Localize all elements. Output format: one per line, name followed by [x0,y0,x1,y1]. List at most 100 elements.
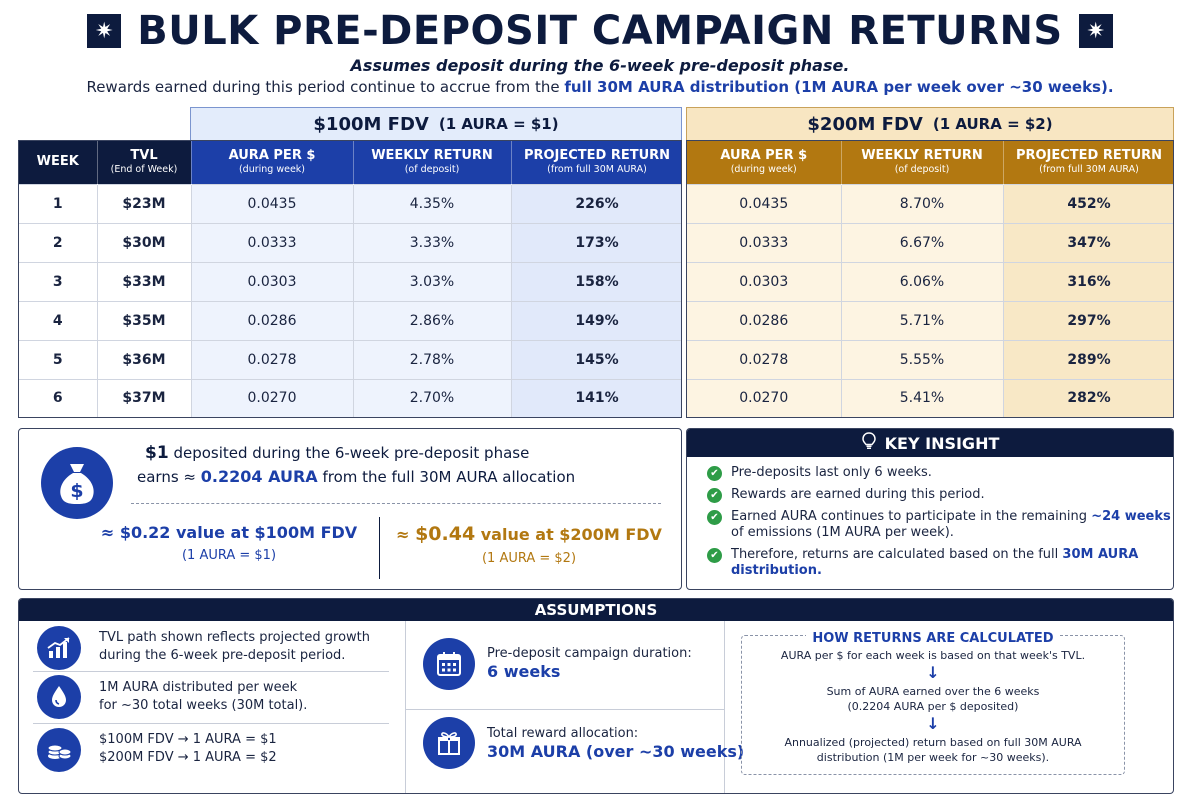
projected-return-cell: 347% [1003,222,1173,263]
value-200m-sub: (1 AURA = $2) [481,551,577,566]
weekly-return-cell: 3.33% [353,222,512,263]
arrow-down-icon: ↓ [926,714,940,733]
aura-per-dollar-cell: 0.0270 [191,378,354,417]
list-item: ✔ Earned AURA continues to participate i… [707,509,1173,541]
aura-per-dollar-cell: 0.0286 [687,300,842,341]
subtitle-2-highlight: full 30M AURA distribution (1M AURA per … [564,78,1114,96]
summary-line-2-suffix: from the full 30M AURA allocation [322,468,576,486]
projected-return-cell: 452% [1003,183,1173,224]
assumption-allocation-label: Total reward allocation: [487,726,639,741]
table-row: 4 $35M 0.0286 2.86% 149% [19,300,681,341]
week-cell: 6 [19,378,98,417]
svg-text:$: $ [70,480,83,502]
tvl-cell: $36M [97,339,192,380]
assumption-fdv-line-2: $200M FDV → 1 AURA = $2 [99,750,277,765]
projected-return-cell: 145% [511,339,681,380]
projected-return-cell: 289% [1003,339,1173,380]
insight-text: Pre-deposits last only 6 weeks. [731,465,932,480]
weekly-return-cell: 6.67% [841,222,1004,263]
arrow-down-icon: ↓ [926,663,940,682]
weekly-return-cell: 2.70% [353,378,512,417]
column-divider [405,621,406,793]
summary-line-1: $1 deposited during the 6-week pre-depos… [145,443,529,463]
projected-return-100m-header: PROJECTED RETURN (from full 30M AURA) [511,141,681,184]
weekly-return-cell: 2.78% [353,339,512,380]
weekly-return-200m-header: WEEKLY RETURN (of deposit) [841,141,1004,184]
value-200m-main: ≈ $0.44 value at $200M FDV [389,523,669,545]
projected-return-cell: 141% [511,378,681,417]
coins-icon [37,728,81,772]
fdv-100m-sub: (1 AURA = $1) [438,115,559,133]
value-at-200m: ≈ $0.44 value at $200M FDV (1 AURA = $2) [389,523,669,566]
summary-line-2-prefix: earns ≈ [137,468,196,486]
value-100m-amount: $0.22 [119,523,171,542]
aura-per-dollar-cell: 0.0278 [191,339,354,380]
assumption-duration-value: 6 weeks [487,662,561,681]
calc-step-2-line-2: (0.2204 AURA per $ deposited) [847,700,1019,713]
assumption-fdv-line-1: $100M FDV → 1 AURA = $1 [99,732,277,747]
value-200m-amount: $0.44 [415,523,476,545]
assumption-tvl-line-1: TVL path shown reflects projected growth [99,630,370,645]
key-insight-list: ✔ Pre-deposits last only 6 weeks. ✔ Rewa… [687,457,1173,579]
table-row: 6 $37M 0.0270 2.70% 141% [19,378,681,417]
calc-title: HOW RETURNS ARE CALCULATED [806,631,1060,646]
tvl-cell: $33M [97,261,192,302]
page-subtitle-2: Rewards earned during this period contin… [0,78,1200,96]
table-row: 3 $33M 0.0303 3.03% 158% [19,261,681,302]
assumption-tvl: TVL path shown reflects projected growth… [99,629,370,665]
aura-per-dollar-200m-header: AURA PER $ (during week) [687,141,842,184]
fdv-200m-label: $200M FDV [807,113,923,135]
weekly-return-cell: 8.70% [841,183,1004,224]
fdv-100m-label: $100M FDV [313,113,429,135]
table-row: 0.0435 8.70% 452% [687,183,1173,224]
insight-text: of emissions (1M AURA per week). [731,525,954,540]
weekly-return-cell: 3.03% [353,261,512,302]
tvl-cell: $35M [97,300,192,341]
table-row: 0.0333 6.67% 347% [687,222,1173,263]
projected-return-cell: 226% [511,183,681,224]
list-item: ✔ Pre-deposits last only 6 weeks. [707,465,1173,481]
week-cell: 5 [19,339,98,380]
fdv-200m-group-header: $200M FDV (1 AURA = $2) [686,107,1174,140]
insight-highlight: ~24 weeks [1091,509,1171,524]
calc-step-3-line-1: Annualized (projected) return based on f… [784,736,1082,749]
assumption-duration-label: Pre-deposit campaign duration: [487,646,692,661]
list-item: ✔ Therefore, returns are calculated base… [707,547,1173,579]
weekly-return-100m-header: WEEKLY RETURN (of deposit) [353,141,512,184]
week-cell: 4 [19,300,98,341]
lightbulb-icon [861,432,877,454]
weekly-return-cell: 2.86% [353,300,512,341]
insight-text: Earned AURA continues to participate in … [731,509,1088,524]
calc-step-2-line-1: Sum of AURA earned over the 6 weeks [826,685,1040,698]
insight-highlight: 30M AURA distribution. [731,547,1139,578]
table-row: 0.0270 5.41% 282% [687,378,1173,417]
tvl-cell: $37M [97,378,192,417]
gift-icon [423,717,475,769]
table-row: 1 $23M 0.0435 4.35% 226% [19,183,681,224]
droplet-icon [37,675,81,719]
table-row: 2 $30M 0.0333 3.33% 173% [19,222,681,263]
table-row: 0.0286 5.71% 297% [687,300,1173,341]
row-divider [405,709,724,710]
aura-per-dollar-cell: 0.0333 [191,222,354,263]
calendar-icon [423,638,475,690]
returns-table-200m: AURA PER $ (during week) WEEKLY RETURN (of… [686,140,1174,418]
projected-return-cell: 173% [511,222,681,263]
aura-per-dollar-cell: 0.0333 [687,222,842,263]
calc-title-wrap: HOW RETURNS ARE CALCULATED [742,627,1124,646]
assumption-duration: Pre-deposit campaign duration: 6 weeks [487,645,692,681]
week-cell: 3 [19,261,98,302]
assumption-tvl-line-2: during the 6-week pre-deposit period. [99,648,346,663]
weekly-return-cell: 5.55% [841,339,1004,380]
assumption-allocation: Total reward allocation: 30M AURA (over … [487,725,744,761]
fdv-200m-sub: (1 AURA = $2) [932,115,1053,133]
how-returns-calculated-box: HOW RETURNS ARE CALCULATED AURA per $ fo… [741,631,1125,775]
aura-per-dollar-cell: 0.0435 [191,183,354,224]
tvl-cell: $23M [97,183,192,224]
aura-per-dollar-cell: 0.0435 [687,183,842,224]
title-row: ✷ BULK PRE-DEPOSIT CAMPAIGN RETURNS ✷ [0,8,1200,54]
row-divider [33,671,389,672]
approx-symbol: ≈ [100,523,115,542]
check-icon: ✔ [707,466,722,481]
deposit-summary-box: $ $1 deposited during the 6-week pre-dep… [18,428,682,590]
